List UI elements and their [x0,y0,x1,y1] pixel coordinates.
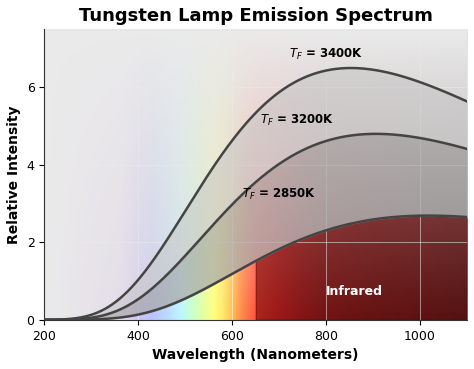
X-axis label: Wavelength (Nanometers): Wavelength (Nanometers) [152,348,359,362]
Y-axis label: Relative Intensity: Relative Intensity [7,105,21,244]
Text: Infrared: Infrared [326,284,383,298]
Text: $T_F$ = 3200K: $T_F$ = 3200K [260,113,335,128]
Title: Tungsten Lamp Emission Spectrum: Tungsten Lamp Emission Spectrum [79,7,433,25]
Text: $T_F$ = 3400K: $T_F$ = 3400K [289,47,363,62]
Text: $T_F$ = 2850K: $T_F$ = 2850K [242,187,316,202]
